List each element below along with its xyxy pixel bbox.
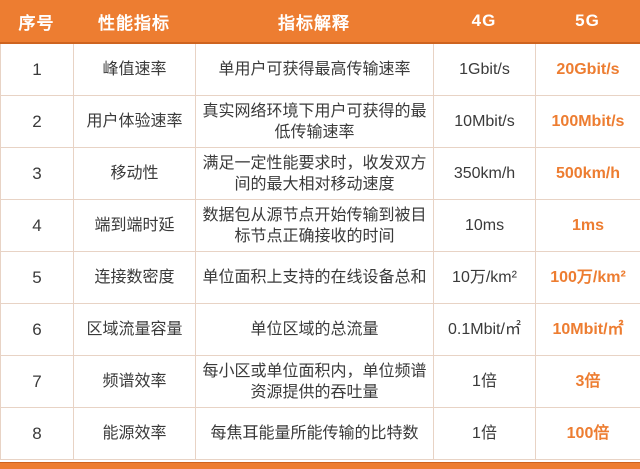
cell-explanation: 单用户可获得最高传输速率 [196,44,434,95]
cell-no: 4 [1,200,74,251]
cell-5g: 3倍 [536,356,640,407]
cell-4g: 1Gbit/s [434,44,536,95]
table-body: 1 峰值速率 单用户可获得最高传输速率 1Gbit/s 20Gbit/s 2 用… [0,44,640,460]
cell-explanation: 单位面积上支持的在线设备总和 [196,252,434,303]
table-row: 6 区域流量容量 单位区域的总流量 0.1Mbit/㎡ 10Mbit/㎡ [1,304,640,356]
cell-indicator: 端到端时延 [74,200,196,251]
table-row: 5 连接数密度 单位面积上支持的在线设备总和 10万/km² 100万/km² [1,252,640,304]
cell-4g: 0.1Mbit/㎡ [434,304,536,355]
cell-explanation: 每小区或单位面积内，单位频谱资源提供的吞吐量 [196,356,434,407]
cell-no: 6 [1,304,74,355]
cell-5g: 100倍 [536,408,640,459]
cell-indicator: 用户体验速率 [74,96,196,147]
cell-indicator: 区域流量容量 [74,304,196,355]
cell-no: 1 [1,44,74,95]
cell-4g: 10万/km² [434,252,536,303]
header-indicator: 性能指标 [98,13,170,33]
cell-explanation: 满足一定性能要求时，收发双方间的最大相对移动速度 [196,148,434,199]
cell-5g: 1ms [536,200,640,251]
table-header-row: 序号 性能指标 指标解释 4G 5G [0,0,640,44]
cell-indicator: 能源效率 [74,408,196,459]
cell-indicator: 连接数密度 [74,252,196,303]
cell-5g: 10Mbit/㎡ [536,304,640,355]
cell-4g: 1倍 [434,408,536,459]
cell-indicator: 峰值速率 [74,44,196,95]
cell-4g: 350km/h [434,148,536,199]
cell-indicator: 移动性 [74,148,196,199]
cell-explanation: 真实网络环境下用户可获得的最低传输速率 [196,96,434,147]
cell-5g: 20Gbit/s [536,44,640,95]
cell-no: 3 [1,148,74,199]
cell-5g: 100万/km² [536,252,640,303]
header-no: 序号 [18,13,55,33]
cell-4g: 1倍 [434,356,536,407]
cell-explanation: 数据包从源节点开始传输到被目标节点正确接收的时间 [196,200,434,251]
header-explanation: 指标解释 [278,13,350,33]
table-row: 1 峰值速率 单用户可获得最高传输速率 1Gbit/s 20Gbit/s [1,44,640,96]
table-row: 7 频谱效率 每小区或单位面积内，单位频谱资源提供的吞吐量 1倍 3倍 [1,356,640,408]
cell-5g: 500km/h [536,148,640,199]
bottom-accent-bar [0,462,640,469]
cell-explanation: 每焦耳能量所能传输的比特数 [196,408,434,459]
header-5g: 5G [575,11,600,30]
bottom-gap [0,460,640,462]
table-row: 4 端到端时延 数据包从源节点开始传输到被目标节点正确接收的时间 10ms 1m… [1,200,640,252]
table-row: 3 移动性 满足一定性能要求时，收发双方间的最大相对移动速度 350km/h 5… [1,148,640,200]
cell-no: 5 [1,252,74,303]
table-row: 2 用户体验速率 真实网络环境下用户可获得的最低传输速率 10Mbit/s 10… [1,96,640,148]
cell-4g: 10Mbit/s [434,96,536,147]
cell-4g: 10ms [434,200,536,251]
cell-5g: 100Mbit/s [536,96,640,147]
cell-explanation: 单位区域的总流量 [196,304,434,355]
table-row: 8 能源效率 每焦耳能量所能传输的比特数 1倍 100倍 [1,408,640,460]
cell-indicator: 频谱效率 [74,356,196,407]
header-4g: 4G [471,11,497,30]
cell-no: 2 [1,96,74,147]
cell-no: 7 [1,356,74,407]
cell-no: 8 [1,408,74,459]
